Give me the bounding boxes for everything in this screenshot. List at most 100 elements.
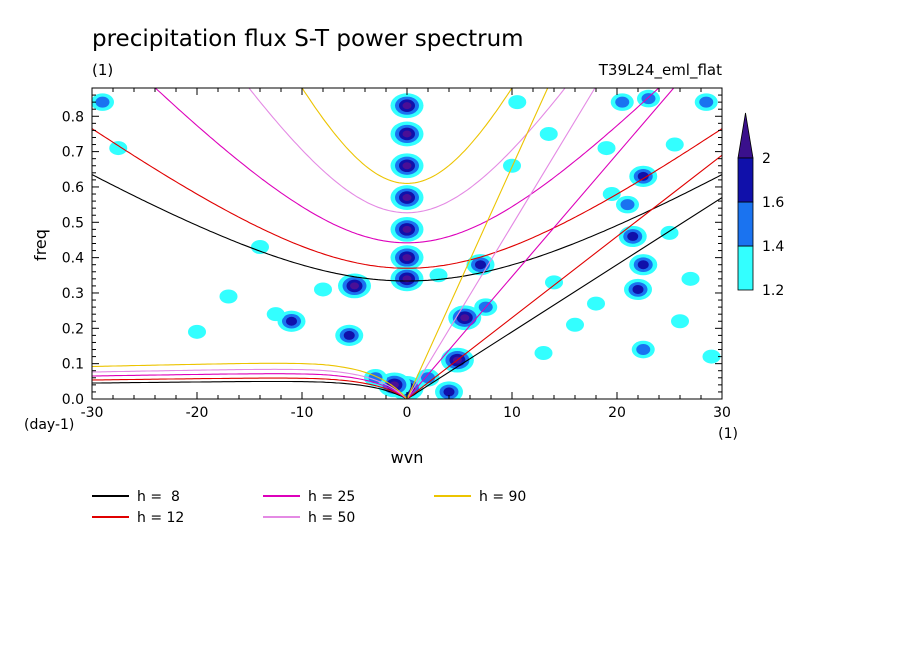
- series-50: [92, 88, 596, 399]
- kelvin-line: [406, 88, 549, 399]
- contour-blob: [92, 93, 114, 111]
- contour-level-2: [95, 96, 110, 108]
- contour-blob: [219, 289, 238, 304]
- contour-level-1: [702, 349, 721, 364]
- contour-level-4: [389, 381, 399, 389]
- contour-blob: [587, 296, 605, 311]
- contour-blob: [681, 271, 700, 286]
- legend-label: h = 50: [308, 510, 355, 526]
- colorbar-overflow-triangle: [737, 112, 754, 159]
- contour-blob: [660, 225, 679, 240]
- series-12: [92, 128, 722, 399]
- inertia-gravity-curve: [248, 88, 566, 214]
- y-tick-label: 0.8: [62, 109, 84, 125]
- legend-label: h = 25: [308, 489, 355, 505]
- x-tick-label: -30: [81, 405, 104, 421]
- contour-blob: [629, 165, 658, 187]
- contour-blob: [508, 95, 527, 110]
- kelvin-line: [406, 197, 722, 399]
- y-axis-label: freq: [31, 229, 50, 261]
- contour-blob: [338, 273, 371, 299]
- contour-level-4: [402, 225, 412, 233]
- contour-blob: [665, 137, 684, 152]
- axis-ticks: -30 -20 -10 0 10 20 30 0.0 0.1 0.2 0.3 0.4 0.5 0.6 0.7…: [62, 88, 731, 421]
- rossby-gravity-curve: [92, 362, 408, 399]
- contour-blob: [637, 89, 660, 108]
- contour-level-1: [671, 314, 689, 329]
- contour-blob: [390, 93, 424, 119]
- contour-level-3: [637, 171, 649, 181]
- y-tick-label: 0.7: [62, 145, 84, 161]
- x-tick-label: 0: [403, 405, 412, 421]
- contour-blob: [671, 314, 689, 329]
- contour-blob: [624, 278, 652, 301]
- x-tick-label: -20: [186, 405, 209, 421]
- contour-level-3: [475, 260, 486, 270]
- colorbar-segment: [737, 201, 754, 247]
- contour-level-1: [539, 126, 558, 141]
- contour-level-3: [632, 284, 644, 294]
- y-tick-label: 0.6: [62, 180, 84, 196]
- contour-level-1: [545, 275, 563, 290]
- contour-level-2: [615, 96, 630, 108]
- contour-blob: [390, 266, 424, 292]
- rossby-gravity-curve: [92, 373, 408, 399]
- kelvin-line: [406, 88, 596, 399]
- legend-label: h = 12: [137, 510, 184, 526]
- contour-blob: [390, 245, 424, 271]
- legend-label: h = 8: [137, 489, 180, 505]
- contour-blob: [435, 381, 463, 399]
- contour-blob: [602, 187, 621, 202]
- contour-level-4: [350, 282, 359, 290]
- contour-level-1: [665, 137, 684, 152]
- inertia-gravity-curve: [92, 128, 722, 269]
- legend: h = 8 h = 12 h = 25 h = 50 h = 90: [92, 489, 526, 526]
- contour-field: [92, 89, 721, 399]
- contour-level-4: [402, 162, 412, 170]
- contour-blob: [266, 307, 285, 322]
- rossby-gravity-curve: [92, 377, 408, 399]
- contour-blob: [390, 185, 424, 210]
- x-tick-label: 20: [608, 405, 626, 421]
- chart-subtitle-right: T39L24_eml_flat: [598, 61, 722, 80]
- inertia-gravity-curve: [92, 174, 722, 282]
- contour-blob: [566, 317, 584, 332]
- x-tick-label: -10: [291, 405, 314, 421]
- contour-blob: [545, 275, 563, 290]
- contour-blob: [277, 310, 306, 332]
- colorbar-label: 1.2: [762, 283, 784, 299]
- contour-blob: [694, 93, 718, 111]
- y-tick-label: 0.5: [62, 215, 84, 231]
- contour-level-1: [566, 317, 584, 332]
- contour-level-3: [286, 316, 297, 326]
- dispersion-curves: [92, 88, 722, 399]
- contour-blob: [616, 195, 639, 214]
- x-tick-label: 30: [713, 405, 731, 421]
- contour-level-4: [402, 254, 412, 262]
- contour-blob: [702, 349, 721, 364]
- contour-blob: [390, 216, 424, 242]
- colorbar-label: 1.4: [762, 239, 784, 255]
- contour-blob: [631, 340, 655, 359]
- kelvin-line: [406, 154, 722, 399]
- contour-level-3: [343, 330, 355, 340]
- contour-level-1: [534, 346, 553, 361]
- legend-label: h = 90: [479, 489, 526, 505]
- y-unit-label: (day-1): [24, 417, 74, 433]
- contour-level-1: [188, 324, 206, 339]
- contour-blob: [335, 324, 364, 346]
- colorbar-label: 2: [762, 151, 771, 167]
- rossby-gravity-curve: [92, 380, 408, 399]
- contour-blob: [251, 240, 269, 255]
- contour-level-2: [620, 199, 635, 211]
- y-tick-label: 0.3: [62, 286, 84, 302]
- colorbar-segment: [737, 157, 754, 203]
- contour-level-1: [681, 271, 700, 286]
- y-tick-label: 0.0: [62, 392, 84, 408]
- chart-title: precipitation flux S-T power spectrum: [92, 26, 524, 52]
- colorbar-segment: [737, 245, 754, 291]
- colorbar: 1.2 1.4 1.6 2: [737, 112, 784, 299]
- contour-level-2: [699, 96, 714, 108]
- y-tick-label: 0.2: [62, 321, 84, 337]
